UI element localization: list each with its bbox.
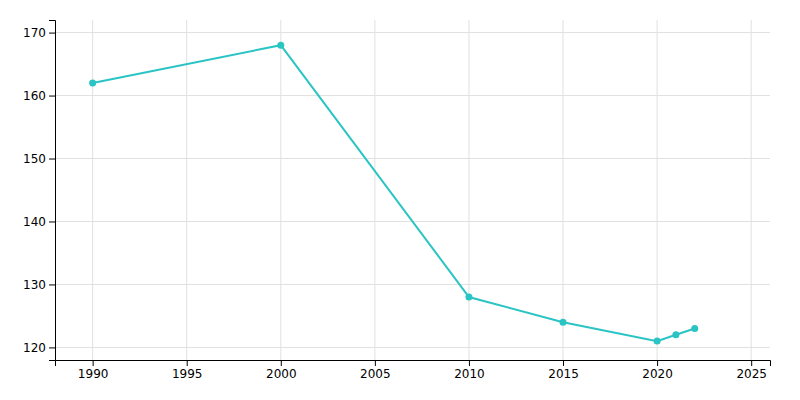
- grid-line-x: [92, 20, 93, 360]
- point: [654, 338, 661, 345]
- y-axis-tick-label: 130: [23, 278, 46, 292]
- y-axis: 120 130 140 150 160 170: [23, 21, 55, 361]
- x-axis-tick: 2025: [736, 360, 767, 381]
- x-axis: 1990 1995 2000 2005 2010 2015 2020 2025: [56, 360, 771, 381]
- grid-line-y: [55, 284, 770, 285]
- y-axis-tick-mark: [49, 347, 55, 348]
- x-axis-tick-mark: [375, 360, 376, 366]
- y-axis-tick-label: 120: [23, 341, 46, 355]
- y-axis-tick: 120: [23, 341, 55, 355]
- x-axis-tick-label: 2010: [454, 367, 485, 381]
- chart: 1990 1995 2000 2005 2010 2015 2020 2025 120 130 14…: [0, 0, 800, 400]
- grid-line-x: [563, 20, 564, 360]
- y-axis-tick-mark: [49, 96, 55, 97]
- point: [560, 319, 567, 326]
- x-axis-tick: 1990: [78, 360, 109, 381]
- y-axis-tick: 140: [23, 215, 55, 229]
- y-axis-tick-mark: [49, 284, 55, 285]
- y-axis-tick-mark: [49, 33, 55, 34]
- x-axis-tick-label: 2020: [642, 367, 673, 381]
- grid-line-x: [280, 20, 281, 360]
- x-axis-tick: 2000: [266, 360, 297, 381]
- x-axis-tick-mark: [751, 360, 752, 366]
- x-axis-tick: 2015: [548, 360, 579, 381]
- x-axis-tick-label: 2015: [548, 367, 579, 381]
- grid-line-y: [55, 32, 770, 33]
- point: [89, 79, 96, 86]
- grid: [55, 20, 770, 360]
- x-axis-tick-label: 2000: [266, 367, 297, 381]
- series: [89, 42, 698, 345]
- grid-line-x: [468, 20, 469, 360]
- line: [93, 45, 695, 341]
- x-axis-line: [56, 361, 771, 367]
- grid-line-x: [186, 20, 187, 360]
- grid-line-y: [55, 95, 770, 96]
- grid-line-y: [55, 158, 770, 159]
- y-axis-line: [49, 21, 56, 361]
- y-axis-tick: 130: [23, 278, 55, 292]
- plot: 1990 1995 2000 2005 2010 2015 2020 2025 120 130 14…: [23, 20, 770, 381]
- x-axis-tick-mark: [281, 360, 282, 366]
- grid-line-x: [374, 20, 375, 360]
- y-axis-tick-mark: [49, 159, 55, 160]
- x-axis-tick-label: 2025: [736, 367, 767, 381]
- point: [691, 325, 698, 332]
- point: [465, 294, 472, 301]
- x-axis-tick-label: 1995: [172, 367, 203, 381]
- x-axis-tick: 2005: [360, 360, 391, 381]
- x-axis-tick-label: 2005: [360, 367, 391, 381]
- point: [672, 331, 679, 338]
- x-axis-tick-mark: [469, 360, 470, 366]
- y-axis-tick-label: 160: [23, 89, 46, 103]
- x-axis-tick: 1995: [172, 360, 203, 381]
- grid-line-x: [657, 20, 658, 360]
- x-axis-tick-mark: [563, 360, 564, 366]
- y-axis-tick: 170: [23, 26, 55, 40]
- y-axis-tick-mark: [49, 221, 55, 222]
- y-axis-tick-label: 170: [23, 26, 46, 40]
- grid-line-x: [751, 20, 752, 360]
- y-axis-tick: 150: [23, 152, 55, 166]
- y-axis-tick: 160: [23, 89, 55, 103]
- x-axis-tick-mark: [187, 360, 188, 366]
- x-axis-tick-label: 1990: [78, 367, 109, 381]
- x-axis-tick: 2020: [642, 360, 673, 381]
- x-axis-tick-mark: [657, 360, 658, 366]
- x-axis-tick-mark: [93, 360, 94, 366]
- y-axis-tick-label: 150: [23, 152, 46, 166]
- grid-line-y: [55, 347, 770, 348]
- y-axis-tick-label: 140: [23, 215, 46, 229]
- point: [277, 42, 284, 49]
- x-axis-tick: 2010: [454, 360, 485, 381]
